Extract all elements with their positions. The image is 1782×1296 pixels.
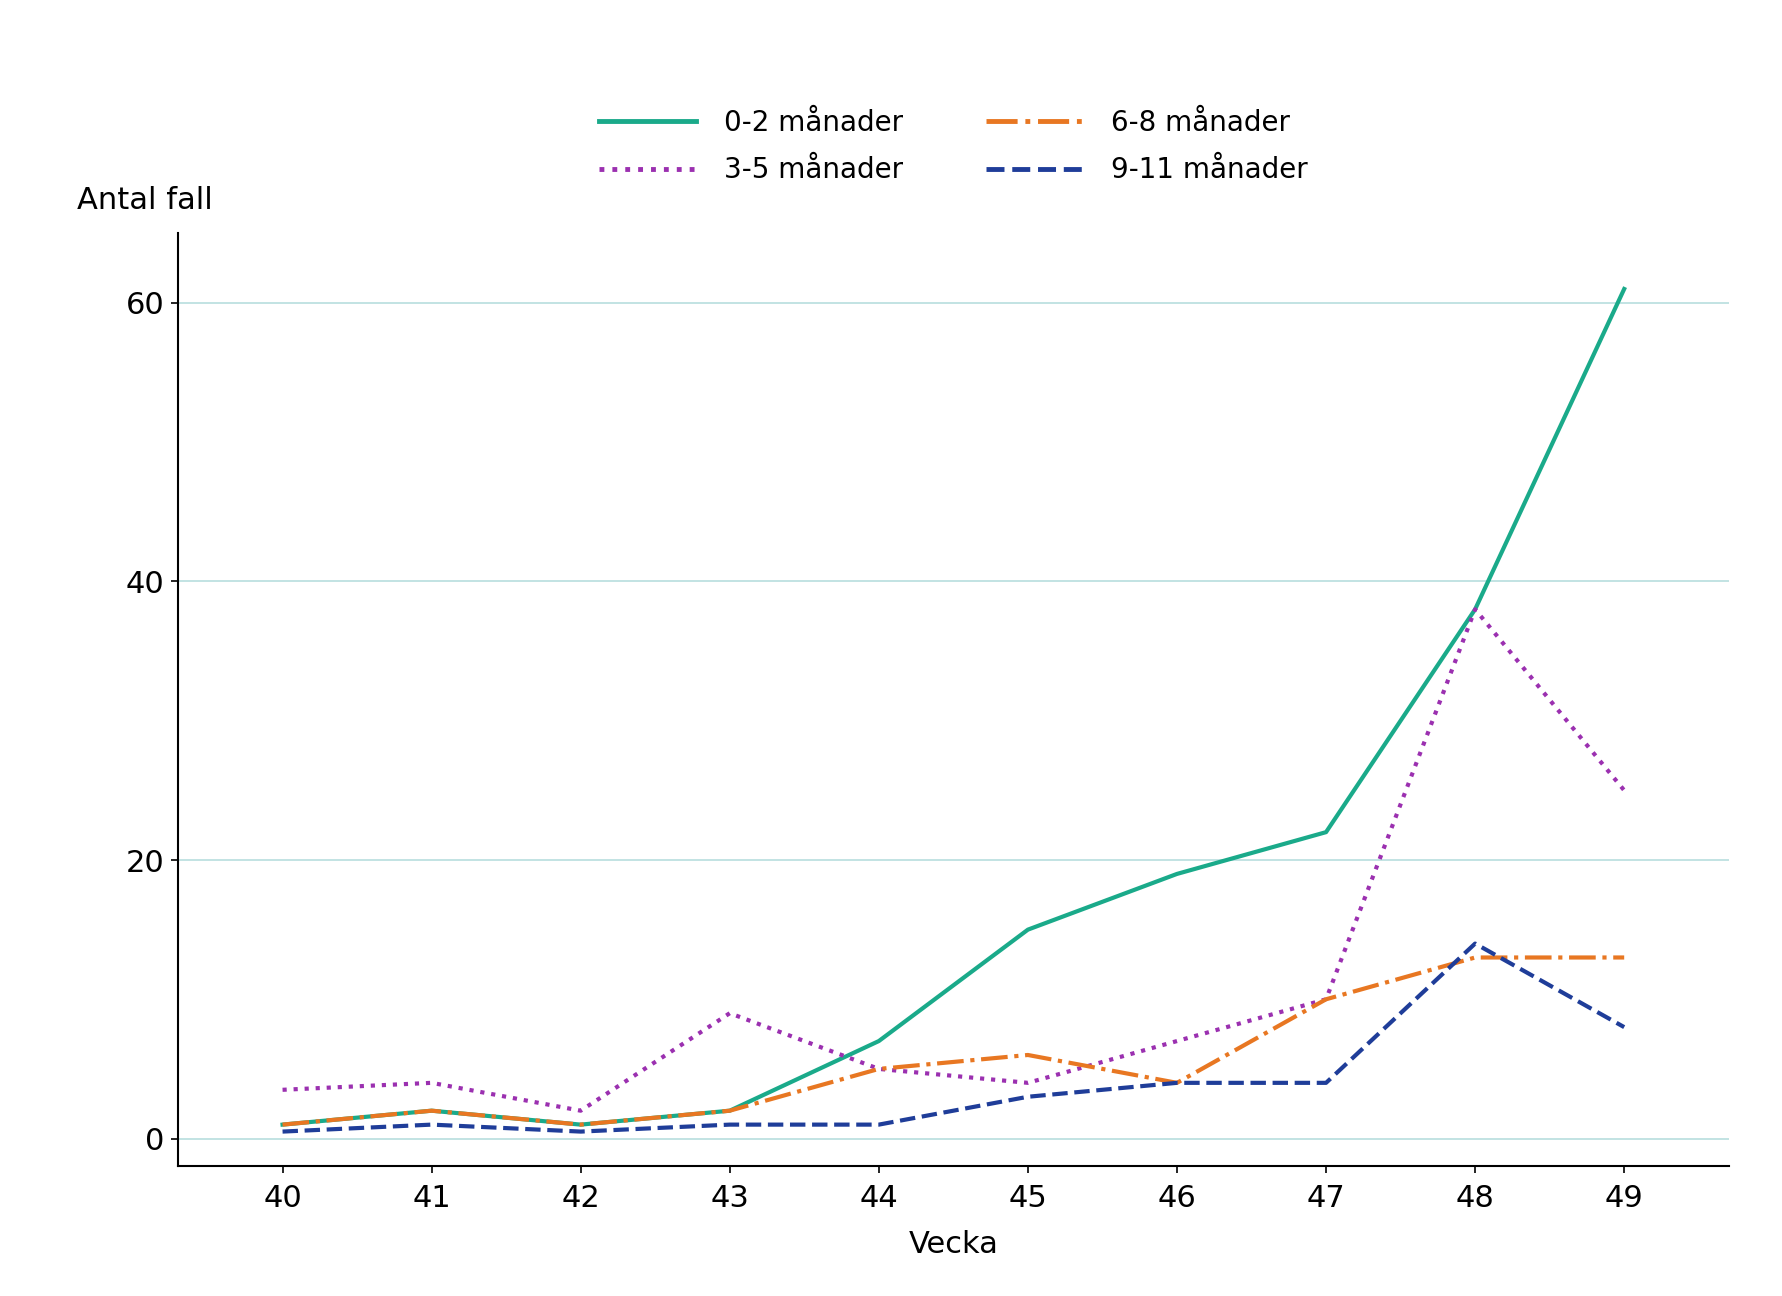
9-11 månader [1165,1076,1187,1091]
0-2 månader [1315,824,1336,840]
3-5 månader [1018,1076,1039,1091]
3-5 månader [1315,991,1336,1007]
0-2 månader [1465,601,1486,617]
3-5 månader [1465,601,1486,617]
9-11 månader [1613,1020,1634,1036]
6-8 månader [1465,950,1486,966]
Legend: 0-2 månader, 3-5 månader, 6-8 månader, 9-11 månader: 0-2 månader, 3-5 månader, 6-8 månader, 9… [588,98,1319,196]
Line: 6-8 månader: 6-8 månader [283,958,1623,1125]
Text: Antal fall: Antal fall [77,185,214,215]
9-11 månader [421,1117,442,1133]
9-11 månader [273,1124,294,1139]
0-2 månader [570,1117,592,1133]
0-2 månader [1613,281,1634,297]
Line: 0-2 månader: 0-2 månader [283,289,1623,1125]
9-11 månader [720,1117,741,1133]
9-11 månader [1018,1089,1039,1104]
3-5 månader [570,1103,592,1118]
0-2 månader [868,1033,889,1048]
3-5 månader [720,1006,741,1021]
0-2 månader [1165,866,1187,881]
X-axis label: Vecka: Vecka [909,1230,998,1260]
Line: 3-5 månader: 3-5 månader [283,609,1623,1111]
6-8 månader [570,1117,592,1133]
Line: 9-11 månader: 9-11 månader [283,943,1623,1131]
0-2 månader [421,1103,442,1118]
6-8 månader [1165,1076,1187,1091]
3-5 månader [868,1061,889,1077]
9-11 månader [868,1117,889,1133]
9-11 månader [570,1124,592,1139]
9-11 månader [1465,936,1486,951]
6-8 månader [1315,991,1336,1007]
3-5 månader [273,1082,294,1098]
6-8 månader [273,1117,294,1133]
6-8 månader [1018,1047,1039,1063]
0-2 månader [273,1117,294,1133]
6-8 månader [720,1103,741,1118]
6-8 månader [421,1103,442,1118]
3-5 månader [1613,783,1634,798]
0-2 månader [1018,921,1039,937]
3-5 månader [1165,1033,1187,1048]
9-11 månader [1315,1076,1336,1091]
6-8 månader [1613,950,1634,966]
3-5 månader [421,1076,442,1091]
6-8 månader [868,1061,889,1077]
0-2 månader [720,1103,741,1118]
